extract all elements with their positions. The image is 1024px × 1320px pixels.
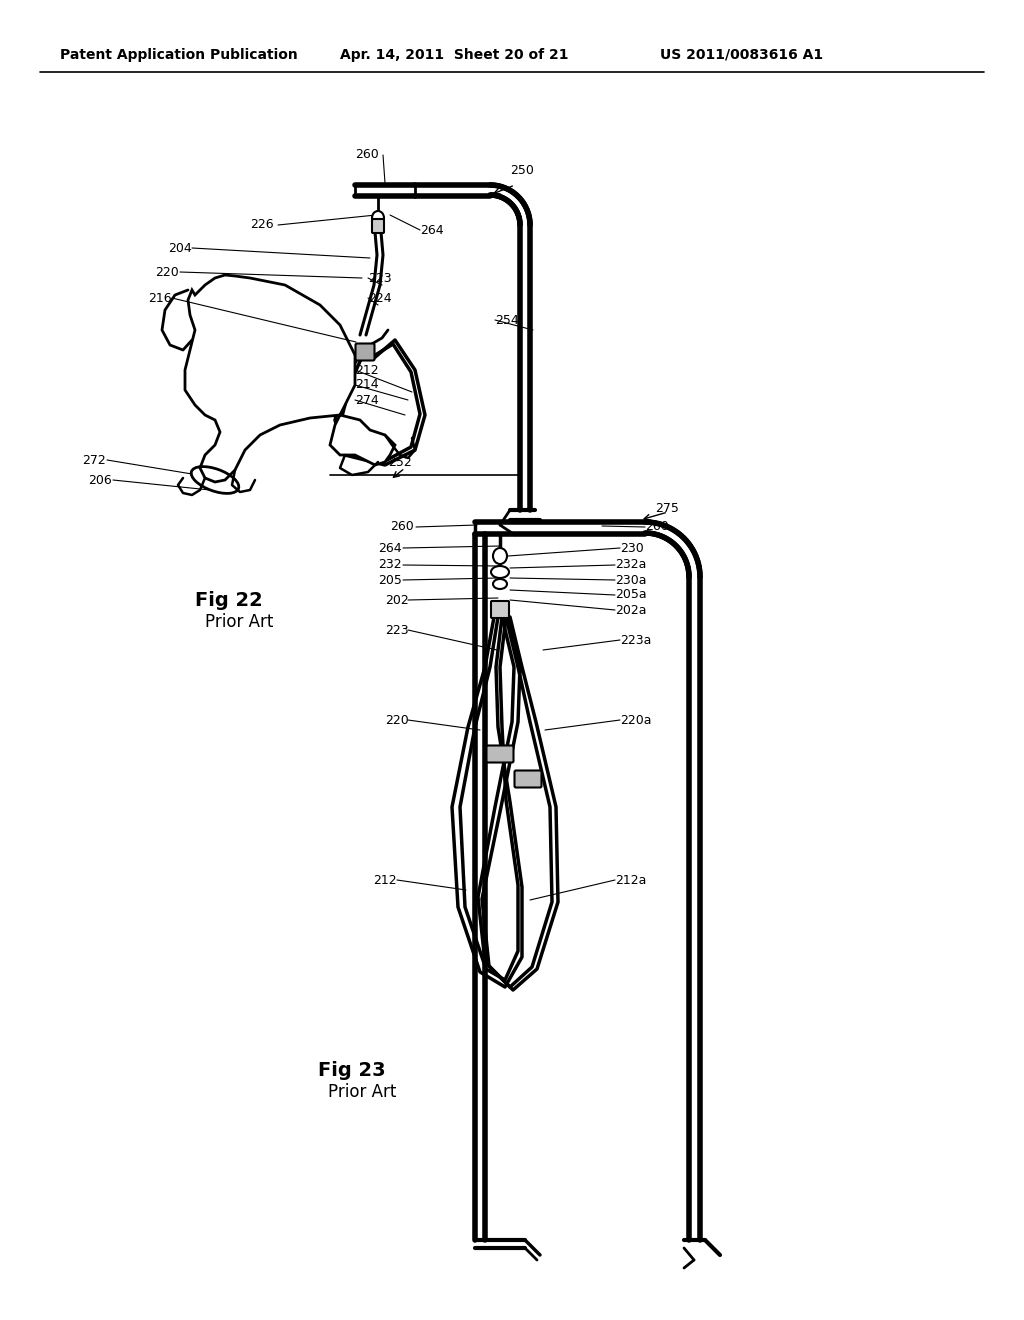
Ellipse shape [490, 566, 509, 578]
Text: 260: 260 [390, 520, 414, 533]
Polygon shape [185, 275, 395, 482]
FancyBboxPatch shape [372, 219, 384, 234]
Text: 212: 212 [373, 874, 396, 887]
Text: 223: 223 [368, 272, 391, 285]
Text: 260: 260 [355, 149, 379, 161]
Text: 205: 205 [378, 573, 401, 586]
Ellipse shape [372, 211, 384, 224]
Text: Fig 22: Fig 22 [195, 590, 263, 610]
Text: 260: 260 [645, 520, 669, 533]
Text: 206: 206 [88, 474, 112, 487]
Text: 223a: 223a [620, 634, 651, 647]
Text: 220: 220 [385, 714, 409, 726]
Text: 250: 250 [510, 164, 534, 177]
Text: 230a: 230a [615, 573, 646, 586]
FancyBboxPatch shape [355, 343, 375, 360]
Text: 232: 232 [378, 558, 401, 572]
Text: 254: 254 [495, 314, 519, 326]
Text: 224: 224 [368, 292, 391, 305]
Text: Fig 23: Fig 23 [318, 1060, 386, 1080]
Text: Patent Application Publication: Patent Application Publication [60, 48, 298, 62]
Text: 226: 226 [250, 219, 273, 231]
Text: 205a: 205a [615, 589, 646, 602]
Ellipse shape [493, 548, 507, 564]
Text: 212: 212 [355, 363, 379, 376]
Text: Prior Art: Prior Art [328, 1082, 396, 1101]
Text: 264: 264 [378, 541, 401, 554]
Text: Apr. 14, 2011  Sheet 20 of 21: Apr. 14, 2011 Sheet 20 of 21 [340, 48, 568, 62]
Text: 214: 214 [355, 379, 379, 392]
Text: 275: 275 [655, 502, 679, 515]
Ellipse shape [493, 579, 507, 589]
Text: 202: 202 [385, 594, 409, 606]
FancyBboxPatch shape [514, 771, 542, 788]
Text: 274: 274 [355, 393, 379, 407]
Text: 202a: 202a [615, 603, 646, 616]
Text: 220a: 220a [620, 714, 651, 726]
Text: 232a: 232a [615, 558, 646, 572]
Text: 204: 204 [168, 242, 191, 255]
Text: 212a: 212a [615, 874, 646, 887]
Text: 216: 216 [148, 292, 172, 305]
Text: 220: 220 [155, 265, 179, 279]
Text: US 2011/0083616 A1: US 2011/0083616 A1 [660, 48, 823, 62]
Text: Prior Art: Prior Art [205, 612, 273, 631]
Text: 223: 223 [385, 623, 409, 636]
FancyBboxPatch shape [490, 601, 509, 618]
FancyBboxPatch shape [486, 746, 513, 763]
Text: 264: 264 [420, 223, 443, 236]
Text: 230: 230 [620, 541, 644, 554]
Text: 272: 272 [82, 454, 105, 466]
Text: 252: 252 [388, 455, 412, 469]
